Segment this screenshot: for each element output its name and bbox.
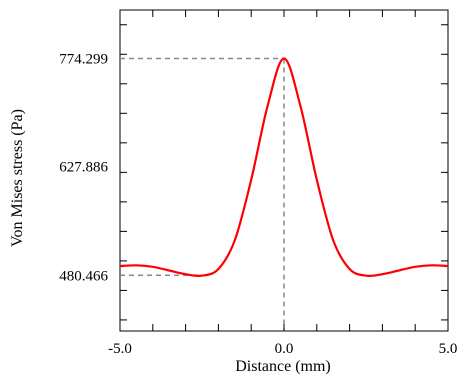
y-tick-label-1: 627.886	[59, 160, 108, 176]
reference-lines	[120, 57, 285, 331]
series-group	[119, 57, 449, 278]
x-tick-label-0: -5.0	[108, 341, 132, 357]
tick-labels: -5.0 0.0 5.0 774.299 627.886 480.466	[59, 51, 457, 357]
x-tick-label-1: 0.0	[275, 341, 294, 357]
x-axis-label: Distance (mm)	[235, 358, 331, 375]
series-line-0	[119, 57, 449, 278]
x-tick-label-2: 5.0	[439, 341, 458, 357]
y-tick-label-0: 774.299	[59, 51, 108, 67]
tick-marks	[119, 10, 449, 331]
y-axis-label: Von Mises stress (Pa)	[9, 109, 26, 247]
y-tick-label-2: 480.466	[59, 268, 108, 284]
